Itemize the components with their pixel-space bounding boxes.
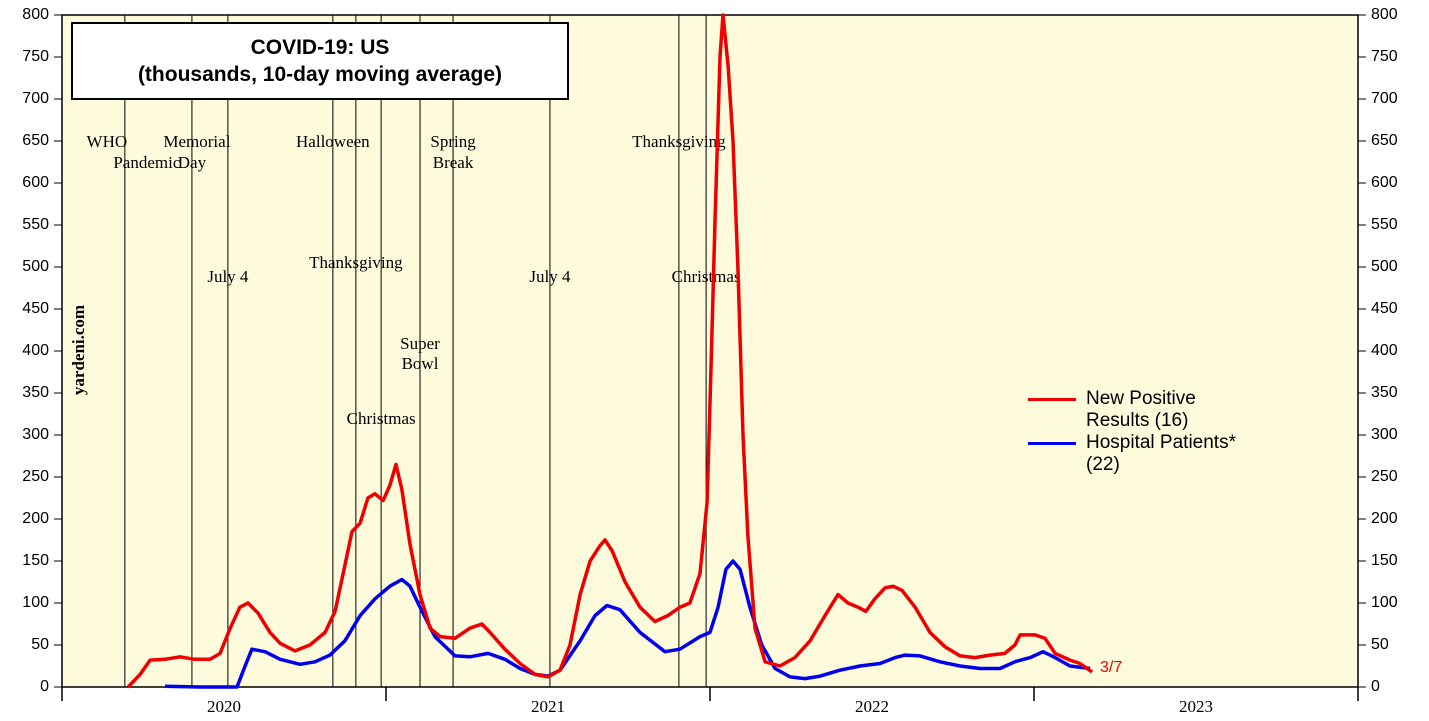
title-box: COVID-19: US (thousands, 10-day moving a… — [71, 22, 569, 100]
y2-tick-label: 250 — [1371, 468, 1398, 485]
y2-tick-label: 750 — [1371, 48, 1398, 65]
y-tick-label: 300 — [22, 426, 49, 443]
legend-entry: Hospital Patients* (22) — [1028, 432, 1236, 476]
series-line — [126, 13, 1094, 689]
y2-tick-label: 650 — [1371, 132, 1398, 149]
y-tick-label: 0 — [40, 678, 49, 695]
y-tick-label: 650 — [22, 132, 49, 149]
event-label: July 4 — [529, 267, 571, 286]
source-label: yardeni.com — [69, 305, 88, 395]
event-label: Break — [433, 153, 474, 172]
event-label: Christmas — [347, 409, 416, 428]
event-label: Thanksgiving — [632, 132, 726, 151]
legend-label: Hospital Patients* (22) — [1086, 432, 1236, 475]
chart-title: COVID-19: US — [250, 36, 390, 59]
y-tick-label: 100 — [22, 594, 49, 611]
y2-tick-label: 500 — [1371, 258, 1398, 275]
event-label: July 4 — [207, 267, 249, 286]
y2-tick-label: 800 — [1371, 6, 1398, 23]
event-label: WHO — [87, 132, 128, 151]
event-label: Spring — [430, 132, 476, 151]
y-tick-label: 150 — [22, 552, 49, 569]
legend-label: New Positive Results (16) — [1086, 388, 1196, 431]
y2-tick-label: 350 — [1371, 384, 1398, 401]
x-tick-label: 2022 — [855, 697, 889, 716]
y-tick-label: 800 — [22, 6, 49, 23]
event-label: Pandemic — [113, 153, 180, 172]
y2-tick-label: 300 — [1371, 426, 1398, 443]
y2-tick-label: 700 — [1371, 90, 1398, 107]
end-label: 3/7 — [1100, 659, 1122, 676]
y2-tick-label: 550 — [1371, 216, 1398, 233]
event-label: Christmas — [672, 267, 741, 286]
legend-swatch — [1028, 442, 1076, 445]
y2-tick-label: 400 — [1371, 342, 1398, 359]
series-line — [164, 559, 1091, 689]
x-tick-label: 2020 — [207, 697, 241, 716]
x-tick-label: 2021 — [531, 697, 565, 716]
y2-tick-label: 50 — [1371, 636, 1389, 653]
y-tick-label: 700 — [22, 90, 49, 107]
y-tick-label: 350 — [22, 384, 49, 401]
y2-tick-label: 150 — [1371, 552, 1398, 569]
chart-subtitle: (thousands, 10-day moving average) — [137, 63, 503, 86]
x-tick-label: 2023 — [1179, 697, 1213, 716]
y-tick-label: 500 — [22, 258, 49, 275]
y-tick-label: 750 — [22, 48, 49, 65]
y-tick-label: 400 — [22, 342, 49, 359]
event-label: Thanksgiving — [309, 253, 403, 272]
y2-tick-label: 600 — [1371, 174, 1398, 191]
event-label: Halloween — [296, 132, 370, 151]
plot-frame — [61, 14, 1359, 688]
y2-tick-label: 0 — [1371, 678, 1380, 695]
event-label: Memorial — [163, 132, 230, 151]
y-tick-label: 250 — [22, 468, 49, 485]
y-tick-label: 550 — [22, 216, 49, 233]
y-tick-label: 600 — [22, 174, 49, 191]
event-label: Day — [178, 153, 207, 172]
y2-tick-label: 450 — [1371, 300, 1398, 317]
y2-tick-label: 200 — [1371, 510, 1398, 527]
event-label: Super — [400, 334, 440, 353]
legend-entry: New Positive Results (16) — [1028, 388, 1236, 432]
y-tick-label: 200 — [22, 510, 49, 527]
legend-swatch — [1028, 398, 1076, 401]
legend: New Positive Results (16) Hospital Patien… — [1028, 388, 1248, 476]
y-tick-label: 450 — [22, 300, 49, 317]
y2-tick-label: 100 — [1371, 594, 1398, 611]
event-label: Bowl — [402, 354, 439, 373]
y-tick-label: 50 — [31, 636, 49, 653]
